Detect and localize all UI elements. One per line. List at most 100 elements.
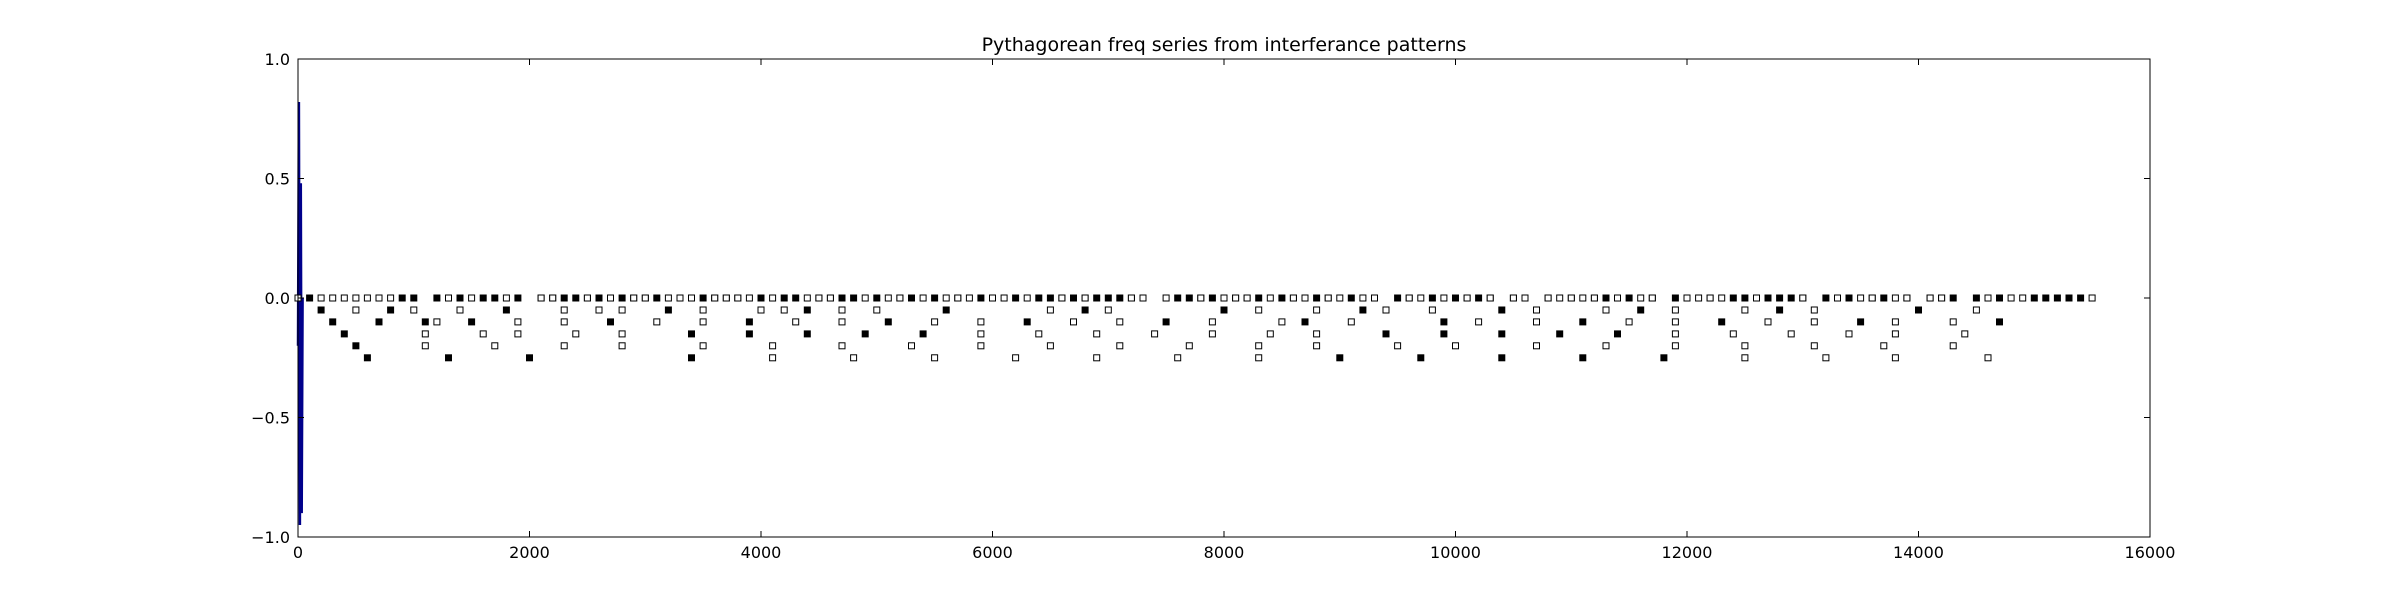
hollow-square-marker [1313,330,1321,338]
filled-square-marker [1023,318,1031,326]
filled-square-marker [2042,294,2050,302]
hollow-square-marker [1891,294,1899,302]
hollow-square-marker [1544,294,1552,302]
hollow-square-marker [502,294,510,302]
filled-square-marker [2065,294,2073,302]
filled-square-marker [1185,294,1193,302]
filled-square-marker [1845,294,1853,302]
hollow-square-marker [1347,318,1355,326]
filled-square-marker [1498,354,1506,362]
plot-area [294,101,2096,526]
filled-square-marker [803,330,811,338]
filled-square-marker [375,318,383,326]
filled-square-marker [1996,294,2003,302]
filled-square-marker [1741,294,1749,302]
hollow-square-marker [1533,306,1540,314]
hollow-square-marker [537,294,545,302]
hollow-square-marker [931,354,939,362]
hollow-square-marker [919,294,927,302]
hollow-square-marker [896,294,904,302]
hollow-square-marker [884,294,892,302]
hollow-square-marker [676,294,684,302]
hollow-square-marker [1394,342,1402,350]
hollow-square-marker [1579,294,1587,302]
filled-square-marker [317,306,325,314]
hollow-square-marker [977,342,985,350]
filled-square-marker [792,294,800,302]
filled-square-marker [803,306,811,314]
filled-square-marker [306,294,314,302]
hollow-square-marker [1683,294,1691,302]
filled-square-marker [607,318,614,326]
hollow-square-marker [514,330,522,338]
hollow-square-marker [838,306,846,314]
filled-square-marker [1046,294,1054,302]
hollow-square-marker [340,294,348,302]
hollow-square-marker [421,342,429,350]
hollow-square-marker [954,294,962,302]
hollow-square-marker [1764,318,1772,326]
hollow-square-marker [1614,294,1621,302]
hollow-square-marker [1208,330,1216,338]
hollow-square-marker [1058,294,1066,302]
hollow-square-marker [1695,294,1703,302]
hollow-square-marker [1949,318,1957,326]
hollow-square-marker [1556,294,1564,302]
filled-square-marker [1915,306,1922,314]
hollow-square-marker [1278,318,1286,326]
filled-square-marker [780,294,788,302]
filled-square-marker [456,294,464,302]
filled-square-marker [1428,294,1436,302]
hollow-square-marker [352,306,360,314]
hollow-square-marker [1938,294,1946,302]
hollow-square-marker [1880,342,1888,350]
filled-square-marker [1996,318,2003,326]
filled-square-marker [1475,294,1483,302]
hollow-square-marker [815,294,823,302]
filled-square-marker [618,294,626,302]
filled-square-marker [1116,294,1124,302]
hollow-square-marker [2088,294,2096,302]
hollow-square-marker [1753,294,1760,302]
hollow-square-marker [873,306,881,314]
filled-square-marker [745,330,753,338]
filled-square-marker [1671,294,1679,302]
hollow-square-marker [445,294,452,302]
filled-square-marker [1729,294,1737,302]
hollow-square-marker [1891,318,1899,326]
filled-square-marker [1359,306,1367,314]
filled-square-marker [2053,294,2061,302]
hollow-square-marker [1127,294,1135,302]
y-tick-label: 0.0 [265,289,290,308]
hollow-square-marker [1810,342,1818,350]
filled-square-marker [1452,294,1459,302]
filled-square-marker [1104,294,1112,302]
filled-square-marker [1070,294,1077,302]
hollow-square-marker [1590,294,1598,302]
hollow-square-marker [317,294,325,302]
hollow-square-marker [1926,294,1934,302]
hollow-square-marker [1671,306,1679,314]
hollow-square-marker [1799,294,1807,302]
hollow-square-marker [1197,294,1205,302]
filled-square-marker [1162,318,1170,326]
hollow-square-marker [421,330,429,338]
filled-square-marker [838,294,846,302]
hollow-square-marker [433,318,441,326]
filled-square-marker [931,294,939,302]
filled-square-marker [1764,294,1772,302]
filled-square-marker [688,354,695,362]
filled-square-marker [1220,306,1228,314]
filled-square-marker [1440,318,1448,326]
hollow-square-marker [780,306,788,314]
hollow-square-marker [1417,294,1425,302]
hollow-square-marker [549,294,557,302]
filled-square-marker [1660,354,1668,362]
hollow-square-marker [1486,294,1494,302]
hollow-square-marker [1810,306,1818,314]
filled-square-marker [410,294,418,302]
hollow-square-marker [664,294,672,302]
filled-square-marker [1776,306,1784,314]
hollow-square-marker [1093,330,1101,338]
hollow-square-marker [1232,294,1240,302]
